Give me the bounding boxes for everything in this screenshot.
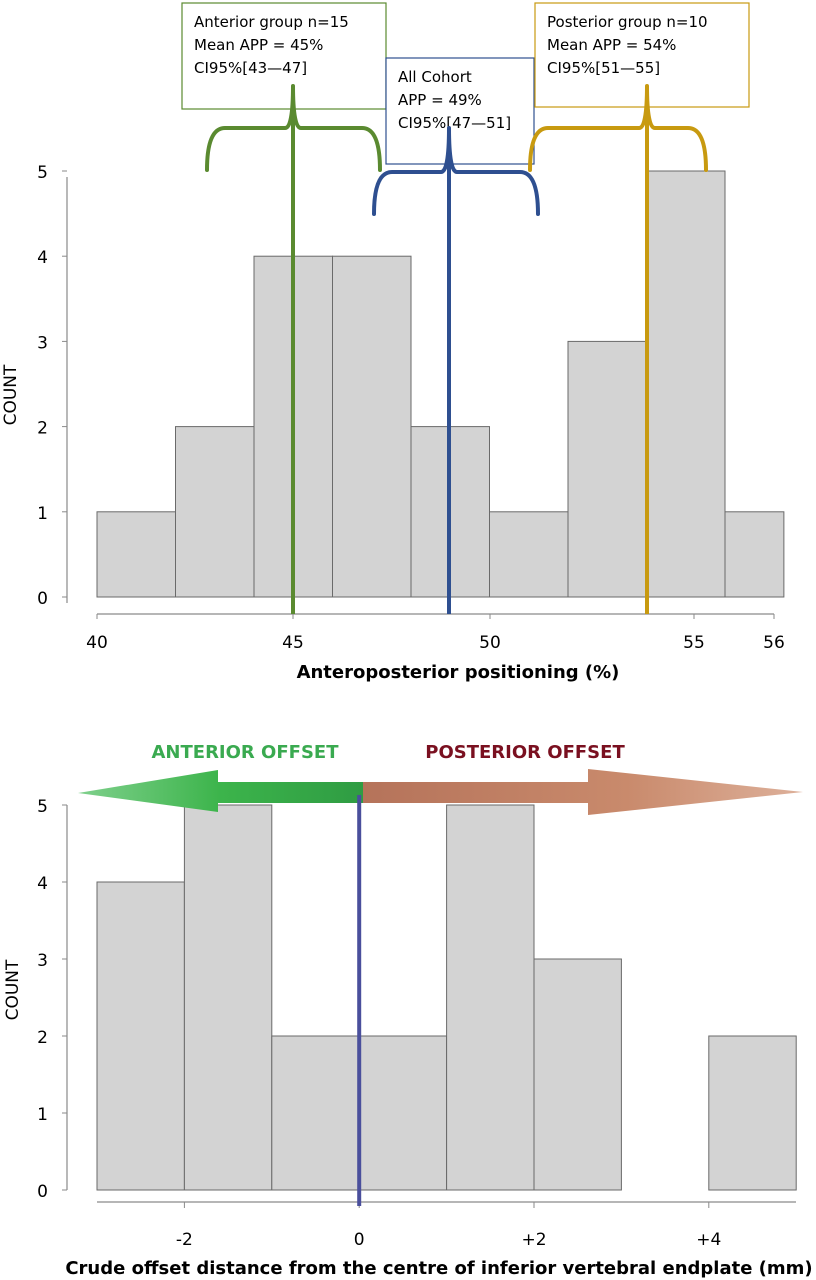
offset-x-tick-label: +2: [521, 1230, 546, 1250]
chart-offset: 0 1 2 3 4 5 -2 0 +2 +4 ANTERIOR OFFSET POSTERIOR…: [3, 742, 813, 1279]
anterior-annotation-line: Mean APP = 45%: [194, 36, 323, 54]
all-annotation: All Cohort APP = 49% CI95%[47—51]: [372, 57, 540, 614]
app-x-tick-label: 40: [86, 633, 108, 653]
posterior-offset-arrow: [363, 769, 803, 815]
offset-y-tick-label: 3: [37, 951, 48, 971]
offset-y-tick-label: 2: [37, 1028, 48, 1048]
app-bar: [567, 340, 647, 598]
app-x-ticks: 40 45 50 55 56: [86, 614, 785, 653]
app-bar: [724, 511, 785, 598]
app-x-tick-label: 50: [479, 633, 501, 653]
app-histogram-bars: [96, 170, 785, 598]
posterior-annotation-line: Posterior group n=10: [547, 13, 708, 31]
app-y-tick-label: 3: [37, 333, 48, 353]
app-x-tick-label: 56: [763, 633, 785, 653]
app-y-tick-label: 1: [37, 504, 48, 524]
anterior-annotation-line: CI95%[43—47]: [194, 59, 307, 77]
app-y-tick-label: 5: [37, 163, 48, 183]
offset-y-tick-label: 5: [37, 797, 48, 817]
offset-direction-arrows: [78, 769, 803, 815]
app-x-axis-title: Anteroposterior positioning (%): [297, 662, 620, 683]
offset-y-tick-label: 1: [37, 1105, 48, 1125]
offset-bar: [271, 1035, 360, 1191]
offset-bar: [96, 881, 185, 1191]
app-bar: [175, 426, 255, 598]
offset-bar: [708, 1035, 797, 1191]
all-annotation-line: All Cohort: [398, 68, 472, 86]
app-y-tick-label: 4: [37, 248, 48, 268]
offset-x-axis-title: Crude offset distance from the centre of…: [65, 1258, 812, 1279]
offset-x-ticks: -2 0 +2 +4: [176, 1202, 721, 1250]
offset-x-tick-label: -2: [176, 1230, 193, 1250]
offset-y-tick-label: 4: [37, 874, 48, 894]
app-y-tick-label: 0: [37, 589, 48, 609]
offset-bar: [183, 804, 273, 1191]
offset-y-axis-title: COUNT: [3, 959, 23, 1020]
all-annotation-line: APP = 49%: [398, 91, 482, 109]
app-bar: [96, 511, 176, 598]
offset-y-ticks: 0 1 2 3 4 5: [37, 797, 67, 1202]
all-annotation-box: [385, 57, 535, 165]
posterior-annotation-line: CI95%[51—55]: [547, 59, 660, 77]
all-annotation-line: CI95%[47—51]: [398, 114, 511, 132]
app-y-tick-label: 2: [37, 419, 48, 439]
offset-y-tick-label: 0: [37, 1182, 48, 1202]
app-y-ticks: 0 1 2 3 4 5: [37, 163, 67, 609]
offset-bar: [446, 804, 535, 1191]
app-x-tick-label: 55: [683, 633, 705, 653]
anterior-annotation-line: Anterior group n=15: [194, 13, 349, 31]
anterior-annotation: Anterior group n=15 Mean APP = 45% CI95%[4…: [181, 2, 387, 614]
posterior-annotation: Posterior group n=10 Mean APP = 54% CI95%[…: [528, 2, 750, 614]
offset-histogram-bars: [96, 804, 797, 1191]
posterior-offset-label: POSTERIOR OFFSET: [425, 742, 625, 763]
app-annotations: Anterior group n=15 Mean APP = 45% CI95%[4…: [181, 2, 750, 614]
app-y-axis-title: COUNT: [1, 364, 21, 425]
anterior-offset-label: ANTERIOR OFFSET: [152, 742, 340, 763]
offset-bar: [358, 1035, 448, 1191]
app-bar: [489, 511, 569, 598]
anterior-annotation-box: [181, 2, 387, 110]
offset-x-tick-label: 0: [354, 1230, 365, 1250]
app-bar: [332, 255, 412, 598]
anterior-offset-arrow: [78, 770, 363, 812]
posterior-annotation-box: [534, 2, 750, 108]
posterior-annotation-line: Mean APP = 54%: [547, 36, 676, 54]
offset-bar: [533, 958, 622, 1191]
app-bar: [646, 170, 726, 598]
offset-x-tick-label: +4: [696, 1230, 721, 1250]
app-x-tick-label: 45: [282, 633, 304, 653]
